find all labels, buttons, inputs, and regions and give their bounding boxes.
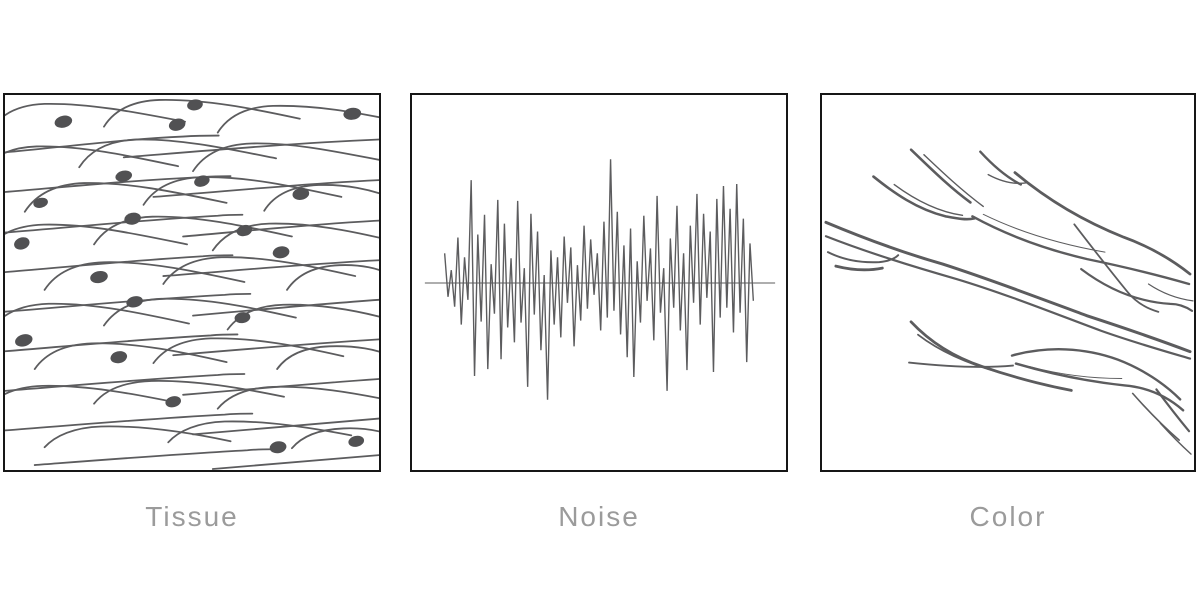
- panel-tissue: [3, 93, 381, 472]
- panel-label-tissue: Tissue: [145, 501, 239, 532]
- panel-label-noise: Noise: [558, 501, 640, 532]
- panel-noise: [410, 93, 788, 472]
- color-drawing: [824, 148, 1194, 455]
- noise-drawing: [424, 159, 776, 400]
- panel-color: [820, 93, 1196, 472]
- tissue-drawing: [5, 99, 379, 470]
- panel-label-color: Color: [969, 501, 1047, 532]
